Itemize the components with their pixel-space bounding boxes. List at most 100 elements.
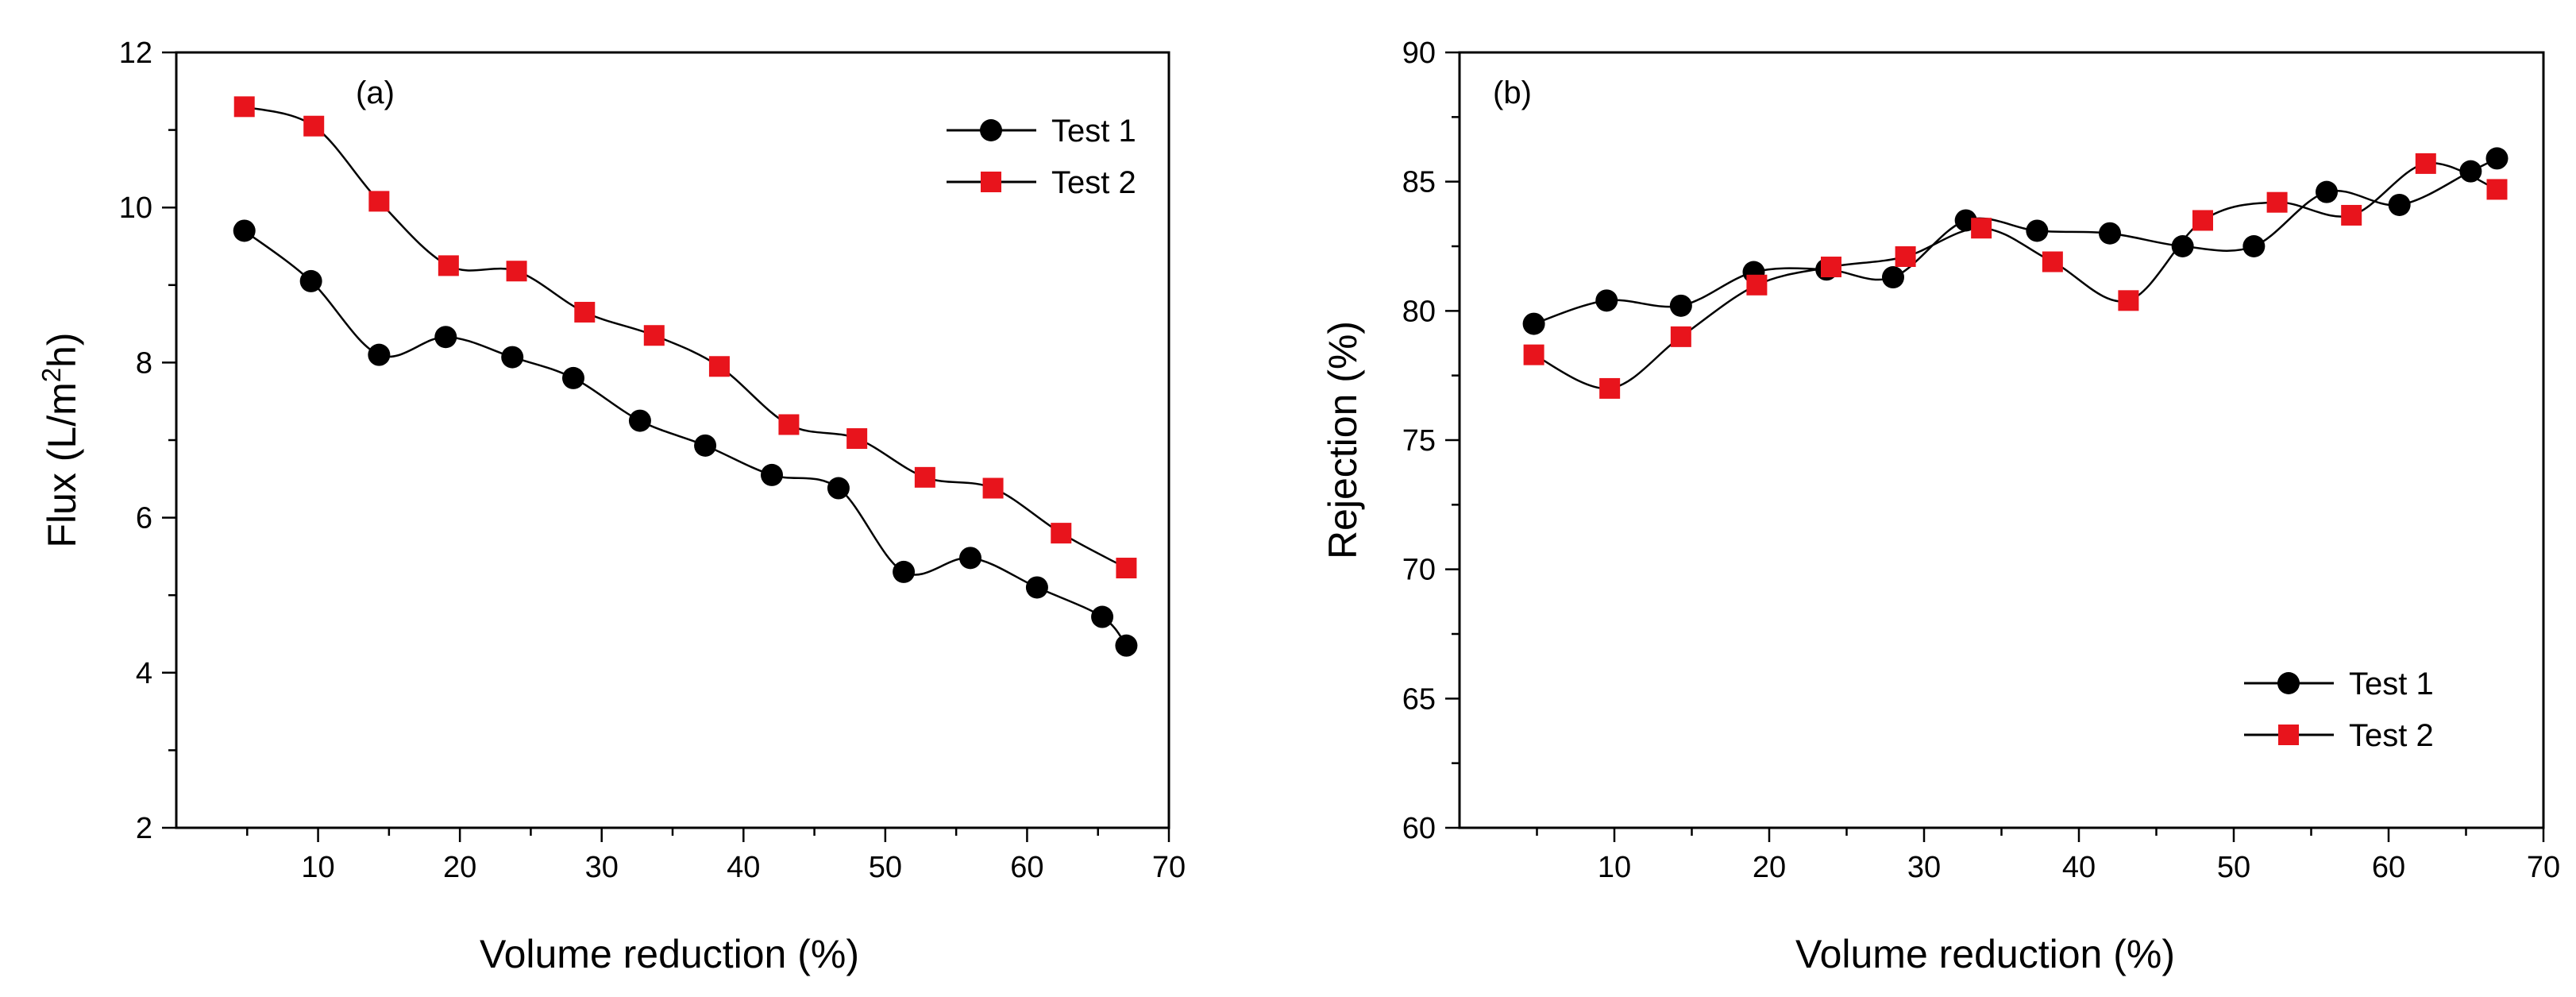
flux-plot-frame	[175, 51, 1170, 829]
rejection-plot-frame	[1458, 51, 2545, 829]
rejection-point-test1	[2485, 147, 2509, 170]
flux-point-test1	[761, 463, 783, 486]
flux-y-tick-label: 8	[136, 346, 152, 380]
rejection-legend-label-test2: Test 2	[2349, 718, 2434, 753]
flux-point-test2	[708, 356, 730, 377]
flux-x-axis-title: Volume reduction (%)	[480, 932, 859, 976]
rejection-point-test1	[2171, 235, 2194, 257]
flux-legend: Test 1 Test 2	[947, 114, 1136, 200]
rejection-line-test2	[1533, 162, 2497, 390]
flux-panel-label: (a)	[356, 75, 395, 110]
flux-y-tick-labels: 2 4 6 8 10 12	[119, 37, 152, 845]
rejection-legend-marker-test1	[2277, 672, 2300, 694]
flux-y-tick-label: 6	[136, 502, 152, 535]
rejection-point-test1	[2026, 219, 2049, 242]
rejection-point-test2	[2486, 179, 2508, 200]
flux-point-test1	[299, 269, 322, 292]
rejection-point-test2	[1821, 257, 1841, 278]
flux-point-test2	[982, 477, 1004, 499]
rejection-point-test1	[1669, 294, 1692, 317]
flux-x-tick-label: 30	[585, 851, 619, 884]
flux-y-title-main: Flux (L/m	[40, 382, 84, 547]
rejection-x-tick-label: 20	[1753, 851, 1786, 884]
rejection-point-test2	[2192, 210, 2213, 231]
rejection-x-tick-label: 50	[2217, 851, 2250, 884]
rejection-point-test2	[2415, 153, 2436, 174]
rejection-x-tick-label: 60	[2372, 851, 2405, 884]
flux-point-test2	[506, 261, 527, 282]
rejection-y-tick-label: 75	[1402, 424, 1436, 458]
flux-point-test2	[438, 255, 459, 276]
flux-legend-marker-test1	[980, 119, 1002, 141]
rejection-legend: Test 1 Test 2	[2244, 667, 2434, 753]
flux-point-test2	[1116, 558, 1137, 579]
rejection-point-test1	[2316, 180, 2338, 203]
flux-y-tick-label: 2	[136, 812, 152, 845]
flux-point-test2	[846, 428, 868, 450]
flux-point-test1	[1115, 634, 1138, 657]
flux-point-test2	[914, 466, 935, 488]
flux-chart: 10 20 30 40 50 60 70 2 4 6 8 10 12 (a) V…	[37, 37, 1186, 976]
flux-y-tick-label: 12	[119, 37, 152, 70]
flux-x-tick-label: 40	[727, 851, 760, 884]
rejection-x-tick-label: 10	[1598, 851, 1631, 884]
rejection-y-tick-label: 85	[1402, 166, 1436, 199]
rejection-point-test2	[1746, 274, 1768, 296]
rejection-chart: 10 20 30 40 50 60 70 60 65 70 75 80 85 9…	[1321, 37, 2560, 976]
flux-point-test1	[628, 409, 651, 432]
rejection-point-test1	[2242, 235, 2266, 257]
rejection-y-tick-label: 90	[1402, 37, 1436, 70]
flux-y-tick-label: 4	[136, 657, 152, 690]
flux-x-tick-label: 70	[1152, 851, 1186, 884]
rejection-point-test2	[2266, 191, 2288, 213]
flux-legend-label-test1: Test 1	[1051, 114, 1136, 149]
rejection-y-tick-labels: 60 65 70 75 80 85 90	[1402, 37, 1436, 845]
flux-line-test1	[243, 230, 1128, 647]
flux-y-tick-label: 10	[119, 191, 152, 225]
rejection-x-tick-label: 70	[2527, 851, 2560, 884]
flux-point-test1	[1091, 605, 1114, 628]
flux-point-test2	[574, 301, 596, 323]
flux-point-test1	[694, 434, 717, 457]
rejection-x-axis-title: Volume reduction (%)	[1795, 932, 2175, 976]
rejection-point-test2	[1670, 326, 1691, 347]
flux-x-tick-label: 50	[869, 851, 902, 884]
flux-x-tick-labels: 10 20 30 40 50 60 70	[301, 851, 1186, 884]
flux-point-test2	[778, 414, 800, 435]
rejection-point-test2	[1895, 246, 1916, 268]
rejection-x-tick-label: 40	[2062, 851, 2096, 884]
flux-y-title-superscript: 2	[37, 368, 66, 382]
flux-point-test2	[233, 96, 255, 118]
flux-point-test1	[562, 366, 584, 389]
flux-point-test1	[501, 346, 524, 369]
rejection-x-tick-labels: 10 20 30 40 50 60 70	[1598, 851, 2560, 884]
rejection-point-test1	[2388, 193, 2411, 216]
rejection-y-tick-label: 65	[1402, 682, 1436, 716]
flux-point-test1	[233, 219, 256, 242]
flux-axis-ticks	[162, 51, 1170, 842]
flux-y-title-tail: h)	[40, 332, 84, 367]
flux-legend-marker-test2	[981, 172, 1001, 192]
flux-x-tick-label: 10	[301, 851, 334, 884]
flux-x-tick-label: 60	[1010, 851, 1043, 884]
flux-point-test1	[827, 477, 850, 500]
rejection-point-test1	[2459, 160, 2482, 183]
rejection-x-tick-label: 30	[1907, 851, 1941, 884]
rejection-y-tick-label: 70	[1402, 554, 1436, 587]
flux-legend-label-test2: Test 2	[1051, 165, 1136, 200]
flux-point-test2	[303, 115, 325, 137]
rejection-point-test2	[2341, 204, 2362, 226]
flux-point-test2	[1051, 523, 1072, 544]
rejection-axis-ticks	[1445, 51, 2545, 842]
rejection-point-test2	[1599, 377, 1621, 399]
rejection-y-tick-label: 60	[1402, 812, 1436, 845]
rejection-point-test2	[2118, 290, 2139, 311]
flux-point-test1	[434, 326, 457, 349]
rejection-point-test1	[1882, 266, 1904, 289]
rejection-point-test2	[1971, 218, 1992, 239]
rejection-legend-marker-test2	[2278, 725, 2299, 745]
flux-point-test1	[1025, 576, 1048, 599]
flux-point-test1	[893, 560, 916, 583]
rejection-y-axis-title: Rejection (%)	[1321, 321, 1365, 559]
